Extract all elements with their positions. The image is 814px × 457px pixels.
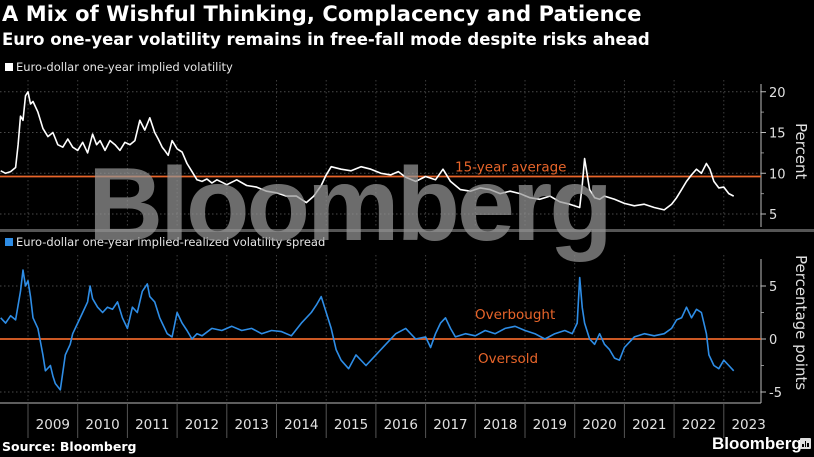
- y-tick-label-spread: 5: [769, 280, 777, 295]
- y-tick-label-spread: -5: [769, 386, 782, 401]
- x-tick-label: 2014: [284, 417, 318, 433]
- chart-title: A Mix of Wishful Thinking, Complacency a…: [2, 2, 642, 26]
- x-tick-label: 2016: [384, 417, 418, 433]
- x-tick-label: 2023: [731, 417, 765, 433]
- reference-label-oversold: Oversold: [478, 351, 538, 367]
- legend-label-spread: Euro-dollar one-year implied-realized vo…: [16, 235, 326, 249]
- x-tick-label: 2015: [334, 417, 368, 433]
- x-tick-label: 2020: [582, 417, 616, 433]
- y-axis-label-spread: Percentage points: [792, 255, 810, 390]
- x-tick-label: 2017: [433, 417, 467, 433]
- brand-logo: Bloomberg: [712, 434, 802, 453]
- series-line-spread: [0, 269, 735, 391]
- legend-spread: Euro-dollar one-year implied-realized vo…: [5, 235, 325, 249]
- watermark: Bloomberg: [88, 147, 613, 263]
- bloomberg-chart-icon: [800, 438, 811, 449]
- chart-subtitle: Euro one-year volatility remains in free…: [2, 30, 650, 49]
- legend-swatch-blue: [5, 238, 13, 246]
- legend-label-implied-vol: Euro-dollar one-year implied volatility: [16, 60, 233, 74]
- y-tick-label-implied-vol: 10: [769, 167, 786, 182]
- x-tick-label: 2019: [533, 417, 567, 433]
- x-tick-label: 2011: [135, 417, 169, 433]
- x-tick-label: 2021: [632, 417, 666, 433]
- x-tick-label: 2013: [234, 417, 268, 433]
- legend-swatch-white: [5, 63, 13, 71]
- legend-implied-vol: Euro-dollar one-year implied volatility: [5, 60, 233, 74]
- x-tick-label: 2022: [682, 417, 716, 433]
- x-tick-label: 2012: [185, 417, 219, 433]
- series-line-implied-vol: [0, 91, 735, 211]
- y-tick-label-spread: 0: [769, 333, 777, 348]
- reference-label-overbought: Overbought: [475, 307, 555, 323]
- x-tick-label: 2009: [36, 417, 70, 433]
- source-note: Source: Bloomberg: [2, 439, 137, 454]
- y-tick-label-implied-vol: 5: [769, 208, 777, 223]
- x-tick-label: 2010: [85, 417, 119, 433]
- y-axis-label-implied-vol: Percent: [792, 123, 810, 180]
- panel-separator: [0, 229, 814, 232]
- reference-label-average: 15-year average: [455, 160, 567, 176]
- x-tick-label: 2018: [483, 417, 517, 433]
- y-tick-label-implied-vol: 20: [769, 86, 786, 101]
- y-tick-label-implied-vol: 15: [769, 127, 786, 142]
